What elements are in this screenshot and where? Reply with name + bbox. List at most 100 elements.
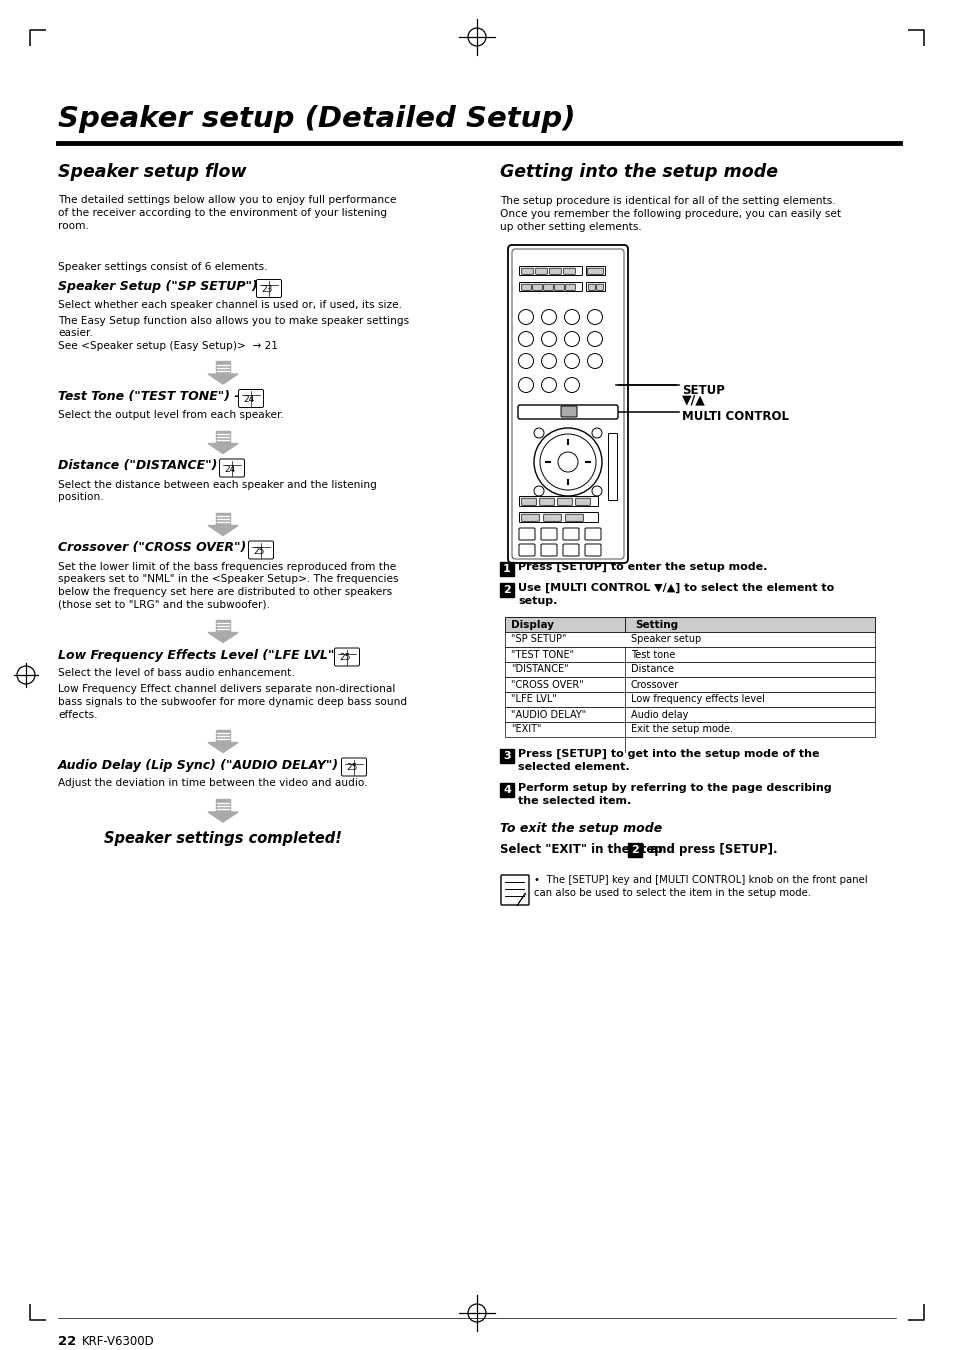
Text: Low frequency effects level: Low frequency effects level xyxy=(630,694,764,705)
FancyBboxPatch shape xyxy=(596,285,602,290)
Polygon shape xyxy=(215,513,230,525)
Text: The setup procedure is identical for all of the setting elements.
Once you remem: The setup procedure is identical for all… xyxy=(499,196,841,232)
FancyBboxPatch shape xyxy=(521,514,538,521)
Polygon shape xyxy=(208,633,237,643)
Circle shape xyxy=(587,354,602,369)
FancyBboxPatch shape xyxy=(562,544,578,556)
Text: Test tone: Test tone xyxy=(630,649,675,660)
FancyBboxPatch shape xyxy=(500,875,529,905)
Text: The detailed settings below allow you to enjoy full performance
of the receiver : The detailed settings below allow you to… xyxy=(58,194,396,231)
Polygon shape xyxy=(215,799,230,811)
Text: The Easy Setup function also allows you to make speaker settings
easier.
See <Sp: The Easy Setup function also allows you … xyxy=(58,316,409,351)
Circle shape xyxy=(587,309,602,324)
Text: Press [SETUP] to enter the setup mode.: Press [SETUP] to enter the setup mode. xyxy=(517,562,766,572)
Polygon shape xyxy=(517,892,525,906)
Polygon shape xyxy=(208,743,237,752)
Text: Low Frequency Effect channel delivers separate non-directional
bass signals to t: Low Frequency Effect channel delivers se… xyxy=(58,684,407,720)
FancyBboxPatch shape xyxy=(521,285,531,290)
Text: 22: 22 xyxy=(58,1335,76,1349)
Polygon shape xyxy=(215,360,230,374)
Text: SETUP: SETUP xyxy=(681,383,724,397)
Text: 25: 25 xyxy=(339,653,351,663)
Text: Select "EXIT" in the step: Select "EXIT" in the step xyxy=(499,842,666,856)
Text: and press [SETUP].: and press [SETUP]. xyxy=(645,842,777,856)
FancyBboxPatch shape xyxy=(560,406,577,417)
Text: Audio delay: Audio delay xyxy=(630,710,688,720)
Polygon shape xyxy=(215,620,230,633)
Bar xyxy=(627,842,641,857)
Text: Speaker setup flow: Speaker setup flow xyxy=(58,163,246,181)
FancyBboxPatch shape xyxy=(540,544,557,556)
FancyBboxPatch shape xyxy=(565,285,575,290)
Text: Exit the setup mode.: Exit the setup mode. xyxy=(630,725,732,734)
FancyBboxPatch shape xyxy=(584,544,600,556)
Text: Select the level of bass audio enhancement.: Select the level of bass audio enhanceme… xyxy=(58,668,294,679)
Text: To exit the setup mode: To exit the setup mode xyxy=(499,822,661,836)
Circle shape xyxy=(518,309,533,324)
Text: Set the lower limit of the bass frequencies reproduced from the
speakers set to : Set the lower limit of the bass frequenc… xyxy=(58,562,398,610)
Circle shape xyxy=(534,428,601,495)
Text: 1: 1 xyxy=(502,564,511,574)
FancyBboxPatch shape xyxy=(586,266,605,275)
Circle shape xyxy=(587,332,602,347)
Text: Speaker setup (Detailed Setup): Speaker setup (Detailed Setup) xyxy=(58,105,575,134)
Text: "SP SETUP": "SP SETUP" xyxy=(511,634,566,644)
Text: Distance ("DISTANCE") –: Distance ("DISTANCE") – xyxy=(58,459,228,472)
Bar xyxy=(504,647,874,662)
Bar xyxy=(499,562,514,576)
FancyBboxPatch shape xyxy=(341,757,366,776)
Bar xyxy=(504,693,874,707)
FancyBboxPatch shape xyxy=(543,285,553,290)
Text: "EXIT": "EXIT" xyxy=(511,725,541,734)
Circle shape xyxy=(518,378,533,393)
Text: Adjust the deviation in time between the video and audio.: Adjust the deviation in time between the… xyxy=(58,779,367,788)
FancyBboxPatch shape xyxy=(507,244,627,563)
FancyBboxPatch shape xyxy=(335,648,359,666)
FancyBboxPatch shape xyxy=(563,269,575,274)
Polygon shape xyxy=(208,374,237,383)
Text: •  The [SETUP] key and [MULTI CONTROL] knob on the front panel
can also be used : • The [SETUP] key and [MULTI CONTROL] kn… xyxy=(534,875,866,898)
Text: Speaker setup: Speaker setup xyxy=(630,634,700,644)
Text: "LFE LVL": "LFE LVL" xyxy=(511,694,557,705)
Circle shape xyxy=(541,354,556,369)
Bar xyxy=(504,632,874,647)
Text: Test Tone ("TEST TONE") –: Test Tone ("TEST TONE") – xyxy=(58,390,240,404)
FancyBboxPatch shape xyxy=(238,390,263,408)
Text: Distance: Distance xyxy=(630,664,673,675)
Text: Press [SETUP] to get into the setup mode of the
selected element.: Press [SETUP] to get into the setup mode… xyxy=(517,749,819,772)
Text: "AUDIO DELAY": "AUDIO DELAY" xyxy=(511,710,586,720)
Text: Perform setup by referring to the page describing
the selected item.: Perform setup by referring to the page d… xyxy=(517,783,831,806)
Text: Speaker Setup ("SP SETUP") –: Speaker Setup ("SP SETUP") – xyxy=(58,279,268,293)
Text: 23: 23 xyxy=(261,285,273,294)
FancyBboxPatch shape xyxy=(519,513,598,522)
Bar xyxy=(499,583,514,597)
Circle shape xyxy=(564,309,578,324)
Circle shape xyxy=(564,378,578,393)
FancyBboxPatch shape xyxy=(565,514,582,521)
FancyBboxPatch shape xyxy=(608,433,617,501)
Text: "CROSS OVER": "CROSS OVER" xyxy=(511,679,583,690)
Bar xyxy=(499,749,514,763)
Circle shape xyxy=(541,332,556,347)
Text: Crossover: Crossover xyxy=(630,679,679,690)
FancyBboxPatch shape xyxy=(521,269,533,274)
Text: Select the distance between each speaker and the listening
position.: Select the distance between each speaker… xyxy=(58,479,376,502)
FancyBboxPatch shape xyxy=(219,459,244,477)
Text: Select whether each speaker channel is used or, if used, its size.: Select whether each speaker channel is u… xyxy=(58,300,401,310)
Text: Speaker settings consist of 6 elements.: Speaker settings consist of 6 elements. xyxy=(58,262,267,271)
FancyBboxPatch shape xyxy=(517,405,618,418)
Circle shape xyxy=(539,433,596,490)
Circle shape xyxy=(541,378,556,393)
Text: KRF-V6300D: KRF-V6300D xyxy=(82,1335,154,1349)
FancyBboxPatch shape xyxy=(539,498,554,505)
Text: 24: 24 xyxy=(243,396,254,404)
Circle shape xyxy=(518,354,533,369)
Text: Audio Delay (Lip Sync) ("AUDIO DELAY") –: Audio Delay (Lip Sync) ("AUDIO DELAY") – xyxy=(58,759,350,771)
Text: 2: 2 xyxy=(502,585,511,595)
FancyBboxPatch shape xyxy=(588,285,595,290)
FancyBboxPatch shape xyxy=(558,498,572,505)
Polygon shape xyxy=(208,444,237,454)
Circle shape xyxy=(518,332,533,347)
Text: 24: 24 xyxy=(224,464,235,474)
Text: Select the output level from each speaker.: Select the output level from each speake… xyxy=(58,410,283,420)
